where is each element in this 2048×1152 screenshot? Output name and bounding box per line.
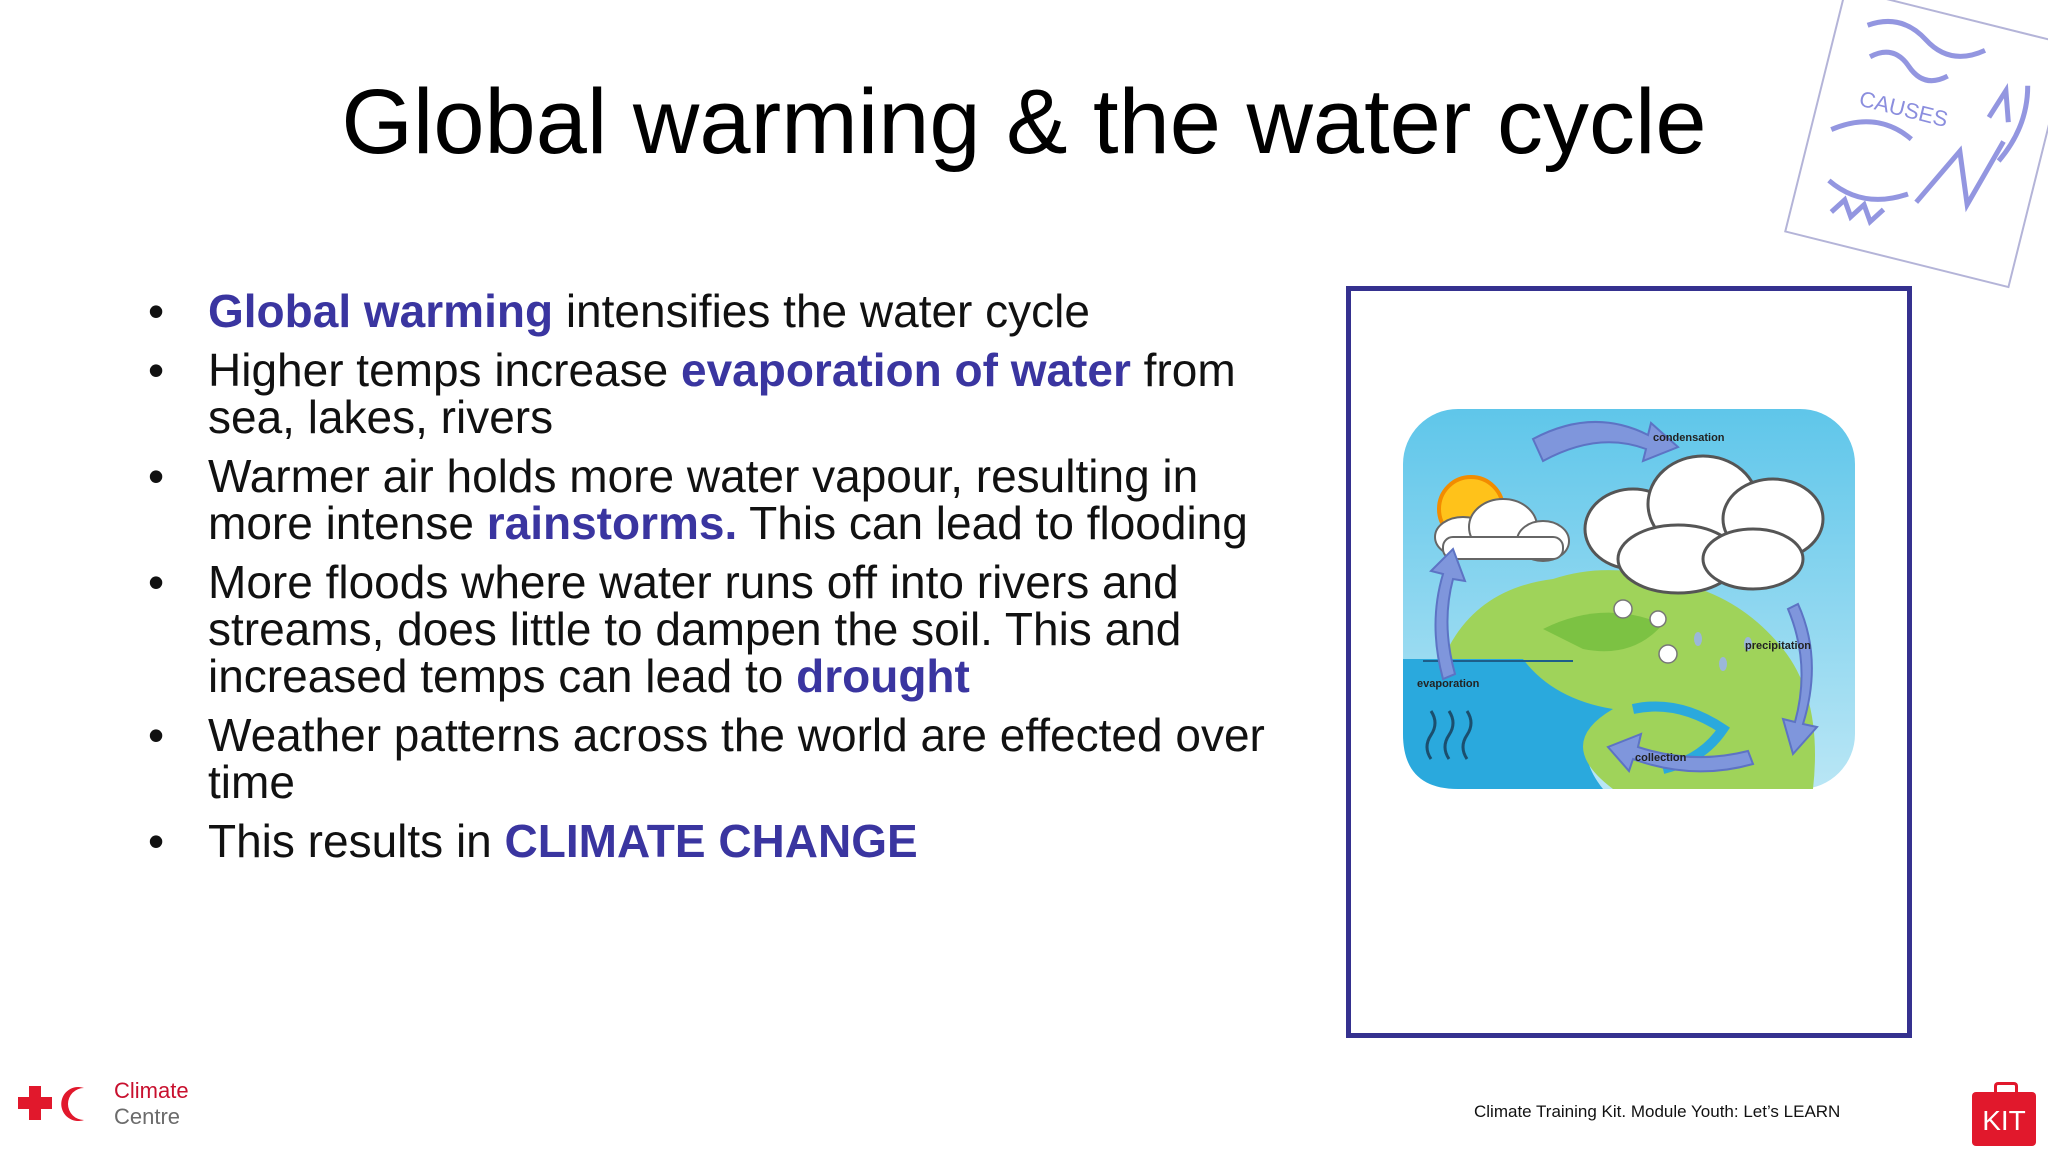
- footer-note: Climate Training Kit. Module Youth: Let’…: [1474, 1102, 1841, 1121]
- label-collection: collection: [1635, 752, 1687, 764]
- bullet-highlight-text: rainstorms.: [486, 497, 738, 549]
- causes-sketch-image: CAUSES: [1784, 0, 2048, 289]
- bullet-text: Warmer air holds more water vapour, resu…: [208, 450, 1199, 549]
- bullet-marker: •: [148, 556, 165, 608]
- bullet-list: • Global warming intensifies the water cy…: [148, 288, 1298, 877]
- logo-line-1: Climate: [114, 1078, 189, 1103]
- logo-text: Climate Centre: [114, 1078, 189, 1130]
- label-evaporation: evaporation: [1417, 678, 1480, 690]
- bullet-item: • Weather patterns across the world are e…: [148, 712, 1298, 806]
- bullet-marker: •: [148, 815, 165, 867]
- water-cycle-illustration: condensation precipitation evaporation c…: [1403, 409, 1855, 789]
- bullet-text: This can lead to flooding: [737, 497, 1248, 549]
- logo-line-2: Centre: [114, 1104, 181, 1129]
- bullet-highlight-text: drought: [796, 650, 970, 702]
- bullet-item: • Warmer air holds more water vapour, res…: [148, 453, 1298, 547]
- bullet-text: This results in: [208, 815, 505, 867]
- label-condensation: condensation: [1653, 432, 1725, 444]
- water-cycle-figure: condensation precipitation evaporation c…: [1346, 286, 1912, 1038]
- bullet-item: • More floods where water runs off into r…: [148, 559, 1298, 700]
- bullet-highlight-text: Global warming: [208, 285, 554, 337]
- bullet-marker: •: [148, 709, 165, 761]
- bullet-marker: •: [148, 450, 165, 502]
- bullet-text: from sea, lakes, rivers: [208, 344, 1236, 443]
- bullet-text: intensifies the water cycle: [553, 285, 1090, 337]
- kit-icon: KIT: [1972, 1082, 2036, 1146]
- bullet-text: More floods where water runs off into ri…: [208, 556, 1182, 702]
- bullet-item: • Higher temps increase evaporation of wa…: [148, 347, 1298, 441]
- bullet-item: • Global warming intensifies the water cy…: [148, 288, 1298, 335]
- red-crescent-icon: [61, 1087, 84, 1121]
- red-cross-icon: [18, 1086, 52, 1120]
- bullet-highlight-text: evaporation of water: [680, 344, 1131, 396]
- bullet-text: Higher temps increase: [208, 344, 681, 396]
- label-precipitation: precipitation: [1745, 640, 1811, 652]
- bullet-text: Weather patterns across the world are ef…: [208, 709, 1265, 808]
- slide-title: Global warming & the water cycle: [341, 71, 1707, 173]
- bullet-marker: •: [148, 285, 165, 337]
- bullet-highlight-text: CLIMATE CHANGE: [504, 815, 918, 867]
- bullet-marker: •: [148, 344, 165, 396]
- bullet-item: • This results in CLIMATE CHANGE: [148, 818, 1298, 865]
